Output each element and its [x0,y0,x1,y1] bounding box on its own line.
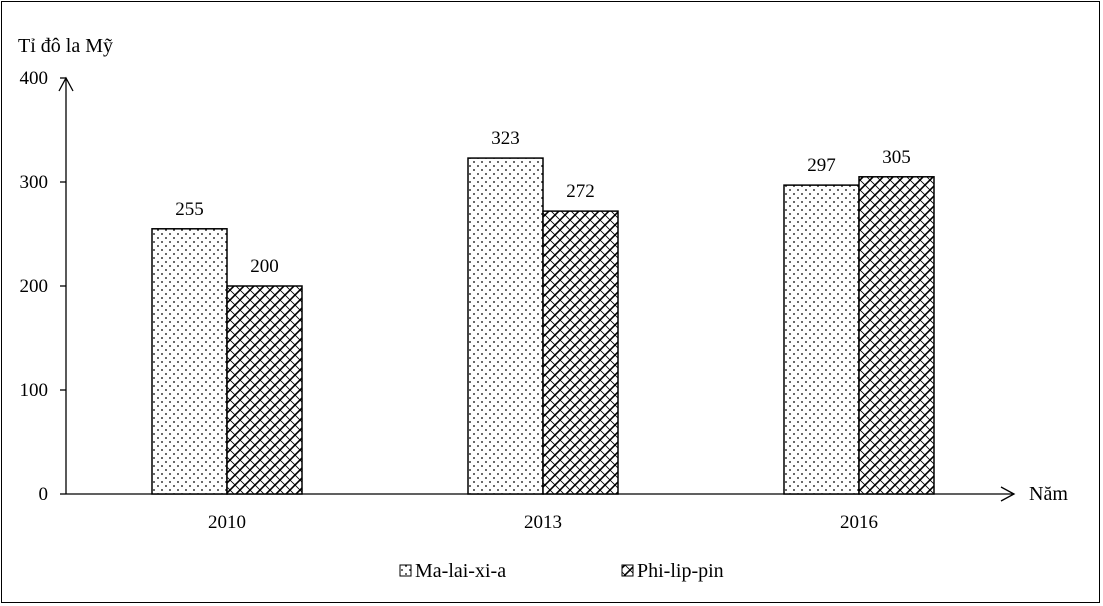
y-tick-label: 200 [20,276,49,297]
y-tick-label: 0 [39,484,49,505]
bar-ma-lai-xi-a-2016 [783,184,860,495]
data-label: 255 [175,199,204,220]
x-tick-label: 2010 [208,512,246,533]
bar-ma-lai-xi-a-2013 [467,157,544,495]
data-label: 272 [566,181,595,202]
data-label: 305 [882,147,911,168]
legend: Ma-lai-xi-a Phi-lip-pin [399,560,724,582]
y-ticks: 0 100 200 300 400 [20,68,66,505]
data-label: 297 [807,155,836,176]
x-axis-arrow [1000,486,1016,502]
bar-phi-lip-pin-2013 [542,210,619,495]
y-tick-label: 100 [20,380,49,401]
legend-swatch-ma-lai-xi-a [399,564,412,577]
x-axis-title: Năm [1029,483,1068,505]
bar-phi-lip-pin-2010 [226,285,303,495]
x-ticks: 2010 2013 2016 [208,512,878,533]
y-axis-title: Tỉ đô la Mỹ [18,35,113,57]
data-label: 323 [491,128,520,149]
legend-swatch-phi-lip-pin [621,564,634,577]
x-tick-label: 2013 [524,512,562,533]
legend-label-phi-lip-pin: Phi-lip-pin [637,560,724,582]
bars [151,157,935,495]
bar-phi-lip-pin-2016 [858,176,935,495]
data-label: 200 [250,256,279,277]
y-tick-label: 300 [20,172,49,193]
legend-label-ma-lai-xi-a: Ma-lai-xi-a [415,560,506,582]
y-tick-label: 400 [20,68,49,89]
data-labels: 255 200 323 272 297 305 [175,128,911,277]
bar-ma-lai-xi-a-2010 [151,228,228,495]
x-tick-label: 2016 [840,512,878,533]
